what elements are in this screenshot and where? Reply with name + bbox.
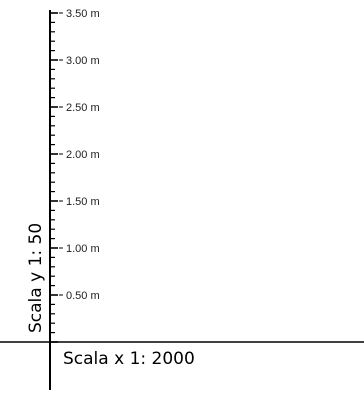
tick-label: 2.00 m xyxy=(66,149,100,161)
vertical-axis-ticks xyxy=(49,12,63,343)
vertical-axis-tick-labels: 0.50 m 1.00 m 1.50 m 2.00 m 2.50 m 3.00 m 3.50… xyxy=(66,8,100,302)
tick-label: 1.50 m xyxy=(66,196,100,208)
tick-label: 1.00 m xyxy=(66,243,100,255)
tick-label: 3.50 m xyxy=(66,8,100,20)
tick-label: 3.00 m xyxy=(66,55,100,67)
tick-label: 0.50 m xyxy=(66,290,100,302)
scale-x-label: Scala x 1: 2000 xyxy=(63,349,195,369)
tick-label: 2.50 m xyxy=(66,102,100,114)
scale-y-label: Scala y 1: 50 xyxy=(26,223,46,333)
